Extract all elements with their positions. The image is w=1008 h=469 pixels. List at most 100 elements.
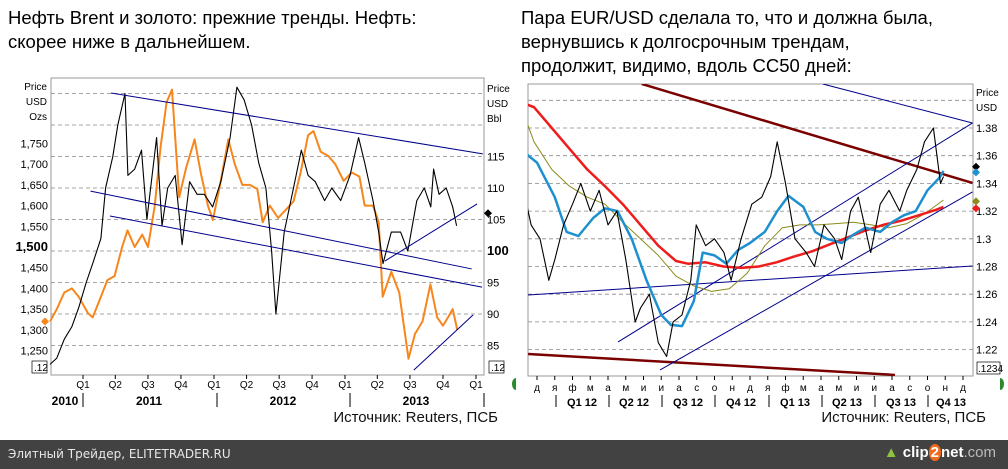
eurusd-axis-tick: 1.38 bbox=[976, 123, 997, 135]
gold-axis-tick: 1,750 bbox=[20, 139, 48, 151]
trend-line bbox=[110, 92, 483, 155]
quarter-label: Q2 bbox=[240, 380, 254, 391]
corner-label: .12 bbox=[34, 363, 48, 374]
gold-axis-tick: 1,400 bbox=[20, 283, 48, 295]
quarter-label: Q3 bbox=[403, 380, 417, 391]
scroll-right-icon[interactable] bbox=[1000, 378, 1004, 390]
last-value-marker bbox=[972, 162, 980, 171]
trend-line bbox=[90, 190, 472, 270]
last-value-marker bbox=[972, 197, 980, 206]
brent-price-line bbox=[49, 86, 458, 365]
month-label: д bbox=[747, 383, 753, 394]
eurusd-axis-label: Price bbox=[976, 88, 999, 99]
charts-canvas: 1,250 1,300 1,350 1,400 1,450 1,500 1,550 1,600… bbox=[15, 77, 1004, 426]
trend-line bbox=[413, 314, 474, 371]
brent-axis-tick: 100 bbox=[487, 243, 509, 258]
trend-line bbox=[384, 203, 478, 262]
long-moving-average-line bbox=[528, 123, 944, 292]
month-label: я bbox=[765, 383, 770, 394]
month-label: м bbox=[622, 383, 629, 394]
quarter-label: Q4 12 bbox=[726, 397, 756, 409]
quarter-label: Q1 bbox=[338, 380, 352, 391]
month-label: а bbox=[818, 383, 824, 394]
quarter-label: Q4 bbox=[174, 380, 188, 391]
eurusd-axis-tick: 1.36 bbox=[976, 151, 997, 163]
trend-line bbox=[617, 122, 973, 343]
month-label: и bbox=[871, 383, 877, 394]
eurusd-axis-tick: 1.24 bbox=[976, 317, 997, 329]
sma50-line bbox=[528, 103, 944, 270]
quarter-label: Q3 13 bbox=[886, 397, 916, 409]
month-label: о bbox=[712, 383, 718, 394]
left-plot-area bbox=[50, 77, 485, 376]
quarter-label: Q2 12 bbox=[619, 397, 649, 409]
month-label: и bbox=[854, 383, 860, 394]
year-label: 2010 bbox=[52, 394, 79, 408]
year-label: 2012 bbox=[270, 394, 297, 408]
eurusd-axis-tick: 1.28 bbox=[976, 262, 997, 274]
gold-axis-tick: 1,550 bbox=[20, 221, 48, 233]
quarter-label: Q2 bbox=[109, 380, 123, 391]
corner-label: .12 bbox=[491, 363, 505, 374]
eurusd-axis-tick: 1.32 bbox=[976, 206, 997, 218]
left-source-note: Источник: Reuters, ПСБ bbox=[333, 409, 498, 426]
trend-line bbox=[659, 191, 973, 371]
gold-axis-tick: 1,700 bbox=[20, 159, 48, 171]
gold-price-line bbox=[49, 88, 459, 360]
month-label: ф bbox=[781, 382, 789, 394]
gold-axis-tick: 1,250 bbox=[20, 346, 48, 358]
quarter-label: Q2 13 bbox=[832, 397, 862, 409]
quarter-label: Q1 bbox=[76, 380, 90, 391]
month-label: а bbox=[889, 383, 895, 394]
scroll-left-icon[interactable] bbox=[512, 378, 516, 390]
trend-line bbox=[528, 352, 896, 376]
eurusd-axis-tick: 1.22 bbox=[976, 345, 997, 357]
brent-axis-tick: 105 bbox=[487, 215, 505, 227]
arrow-up-icon: ▲ bbox=[883, 444, 899, 461]
year-label: 2011 bbox=[136, 394, 162, 408]
gold-axis-tick: 1,600 bbox=[20, 201, 48, 213]
eurusd-axis-label: USD bbox=[976, 103, 997, 114]
month-label: и bbox=[641, 383, 647, 394]
corner-label: .1234 bbox=[978, 364, 1003, 375]
trend-line bbox=[822, 84, 973, 124]
month-label: н bbox=[942, 383, 948, 394]
quarter-label: Q3 bbox=[272, 380, 286, 391]
footer-bar: Элитный Трейдер, ELITETRADER.RU ▲ clip 2 n… bbox=[0, 440, 1008, 469]
month-label: м bbox=[835, 383, 842, 394]
gold-axis-label: Price bbox=[24, 82, 47, 93]
eurusd-axis-tick: 1.34 bbox=[976, 178, 997, 190]
right-source-note: Источник: Reuters, ПСБ bbox=[821, 409, 986, 426]
eurusd-axis-tick: 1.26 bbox=[976, 289, 997, 301]
gold-axis-label: USD bbox=[26, 97, 47, 108]
month-label: м bbox=[587, 383, 594, 394]
month-label: с bbox=[694, 383, 699, 394]
last-value-marker bbox=[972, 168, 980, 177]
brent-axis-tick: 110 bbox=[487, 183, 505, 195]
eurusd-price-line bbox=[528, 127, 945, 358]
brent-last-value-marker bbox=[484, 209, 492, 218]
gold-axis-tick: 1,350 bbox=[20, 304, 48, 316]
quarter-label: Q4 bbox=[305, 380, 319, 391]
quarter-label: Q2 bbox=[371, 380, 385, 391]
month-label: н bbox=[729, 383, 735, 394]
brent-axis-label: USD bbox=[487, 99, 508, 110]
month-label: д bbox=[534, 383, 540, 394]
clip2net-logo[interactable]: ▲ clip 2 net.com bbox=[883, 444, 996, 461]
month-label: и bbox=[658, 383, 664, 394]
last-value-marker bbox=[972, 204, 980, 213]
corner-box bbox=[488, 360, 505, 374]
brent-axis-label: Price bbox=[487, 84, 510, 95]
month-label: ф bbox=[568, 382, 576, 394]
right-chart-title: Пара EUR/USD сделала то, что и должна бы… bbox=[521, 7, 933, 76]
month-label: а bbox=[605, 383, 611, 394]
left-chart-title: Нефть Brent и золото: прежние тренды. Не… bbox=[8, 7, 417, 52]
year-label: 2013 bbox=[403, 394, 430, 408]
gold-axis-tick: 1,300 bbox=[20, 325, 48, 337]
quarter-label: Q3 12 bbox=[673, 397, 703, 409]
month-label: с bbox=[907, 383, 912, 394]
brent-axis-tick: 115 bbox=[487, 152, 505, 164]
month-label: д bbox=[960, 383, 966, 394]
trend-line bbox=[109, 215, 483, 288]
month-label: о bbox=[925, 383, 931, 394]
